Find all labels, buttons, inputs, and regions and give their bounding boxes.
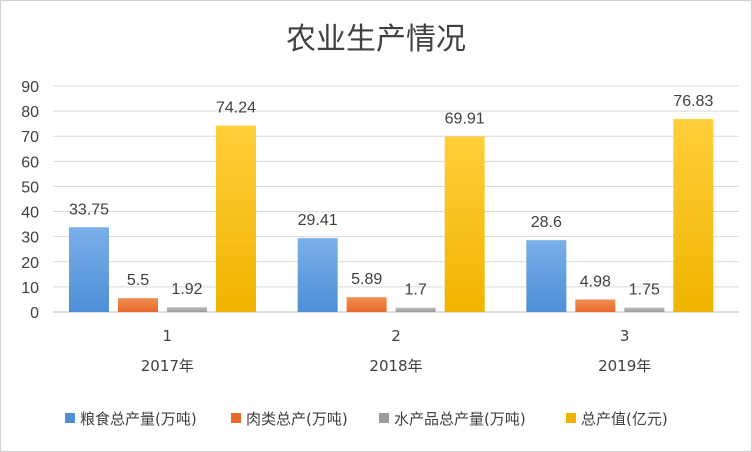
bar — [346, 297, 387, 312]
bar — [673, 119, 714, 312]
y-tick-label: 0 — [30, 305, 39, 322]
x-category-year-label: 2017年 — [141, 357, 194, 375]
data-label: 4.98 — [580, 273, 611, 290]
legend-swatch — [65, 413, 75, 423]
data-label: 5.5 — [127, 272, 149, 289]
bar — [444, 136, 485, 312]
bar — [575, 299, 616, 312]
y-tick-label: 70 — [21, 129, 39, 146]
y-tick-label: 90 — [21, 79, 39, 96]
data-label: 1.7 — [405, 282, 427, 299]
x-category-year-label: 2019年 — [598, 357, 651, 375]
legend-label: 肉类总产(万吨) — [246, 410, 348, 428]
bar — [167, 307, 207, 312]
bar — [69, 227, 109, 312]
x-category-label: 1 — [163, 327, 173, 345]
chart-title: 农业生产情况 — [286, 22, 466, 57]
gridlines — [53, 85, 739, 313]
data-label: 5.89 — [351, 271, 382, 288]
data-label: 28.6 — [531, 214, 562, 231]
bars — [69, 119, 714, 313]
bar — [297, 238, 338, 312]
data-label: 29.41 — [298, 212, 338, 229]
x-category-year-label: 2018年 — [369, 357, 422, 375]
data-labels: 33.75 5.5 1.92 74.24 29.41 5.89 1.7 69.91 28.6 4.… — [69, 93, 713, 299]
bar — [624, 307, 665, 312]
x-axis-categories: 1 2017年 2 2018年 3 2019年 — [141, 327, 652, 375]
bar — [216, 125, 256, 313]
y-tick-label: 40 — [21, 205, 39, 222]
y-tick-label: 80 — [21, 104, 39, 121]
x-category-label: 2 — [391, 327, 401, 345]
y-tick-label: 10 — [21, 280, 39, 297]
data-label: 33.75 — [69, 201, 109, 218]
y-tick-label: 20 — [21, 255, 39, 272]
data-label: 74.24 — [216, 100, 256, 117]
y-tick-label: 50 — [21, 179, 39, 196]
y-axis-ticks: 0 10 20 30 40 50 60 70 80 90 — [21, 79, 39, 322]
bar — [526, 240, 567, 312]
y-tick-label: 30 — [21, 230, 39, 247]
legend-label: 水产品总产量(万吨) — [394, 410, 526, 428]
legend-swatch — [231, 413, 241, 423]
data-label: 1.75 — [629, 282, 660, 299]
y-tick-label: 60 — [21, 154, 39, 171]
x-category-label: 3 — [620, 327, 630, 345]
data-label: 76.83 — [673, 93, 713, 110]
legend: 粮食总产量(万吨) 肉类总产(万吨) 水产品总产量(万吨) 总产值(亿元) — [65, 410, 668, 428]
legend-label: 粮食总产量(万吨) — [80, 410, 197, 428]
legend-label: 总产值(亿元) — [581, 410, 668, 428]
legend-swatch — [379, 413, 389, 423]
legend-swatch — [566, 413, 576, 423]
data-label: 1.92 — [171, 281, 202, 298]
data-label: 69.91 — [445, 110, 485, 127]
bar — [395, 307, 436, 312]
bar — [118, 298, 158, 312]
